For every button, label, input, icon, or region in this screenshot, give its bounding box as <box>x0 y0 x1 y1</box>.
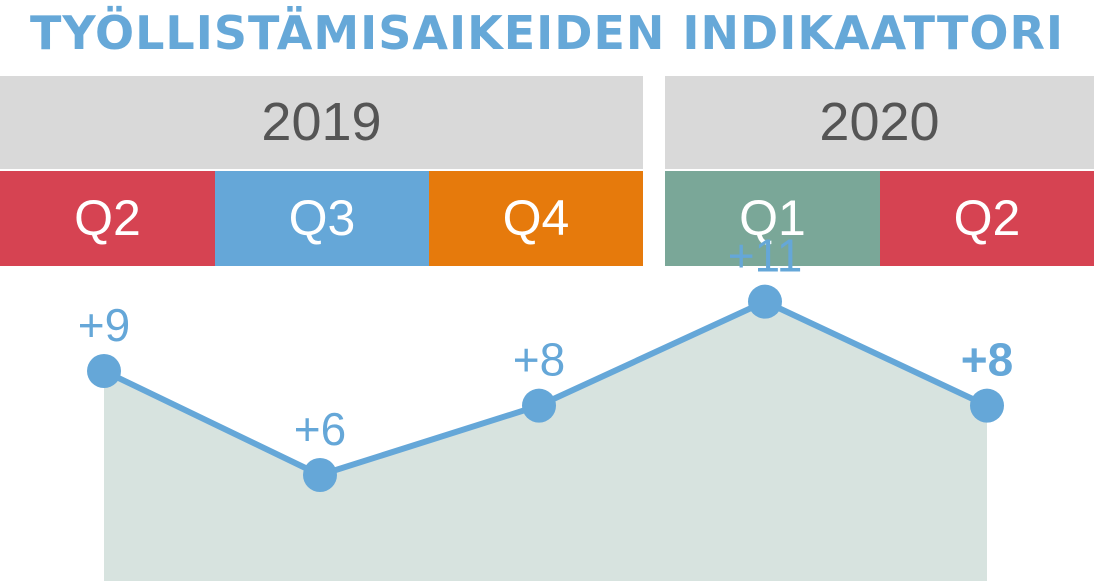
data-label: +8 <box>961 334 1013 386</box>
data-label: +9 <box>78 299 130 351</box>
data-point <box>970 388 1004 423</box>
quarter-header-2020-q1: Q1 <box>665 171 880 266</box>
quarter-header-2019-q4: Q4 <box>429 171 643 266</box>
area-fill <box>104 301 987 581</box>
year-header-2019: 2019 <box>0 76 643 169</box>
data-point <box>748 284 782 319</box>
chart-title: TYÖLLISTÄMISAIKEIDEN INDIKAATTORI <box>29 6 1065 60</box>
quarter-header-2020-q2: Q2 <box>880 171 1094 266</box>
data-point <box>522 388 556 423</box>
data-label: +8 <box>513 334 565 386</box>
data-point <box>87 353 121 388</box>
year-header-2020: 2020 <box>665 76 1094 169</box>
data-label: +11 <box>728 230 803 282</box>
quarter-header-2019-q3: Q3 <box>215 171 429 266</box>
quarter-header-2019-q2: Q2 <box>0 171 215 266</box>
data-label: +6 <box>294 403 346 455</box>
data-point <box>303 458 337 492</box>
